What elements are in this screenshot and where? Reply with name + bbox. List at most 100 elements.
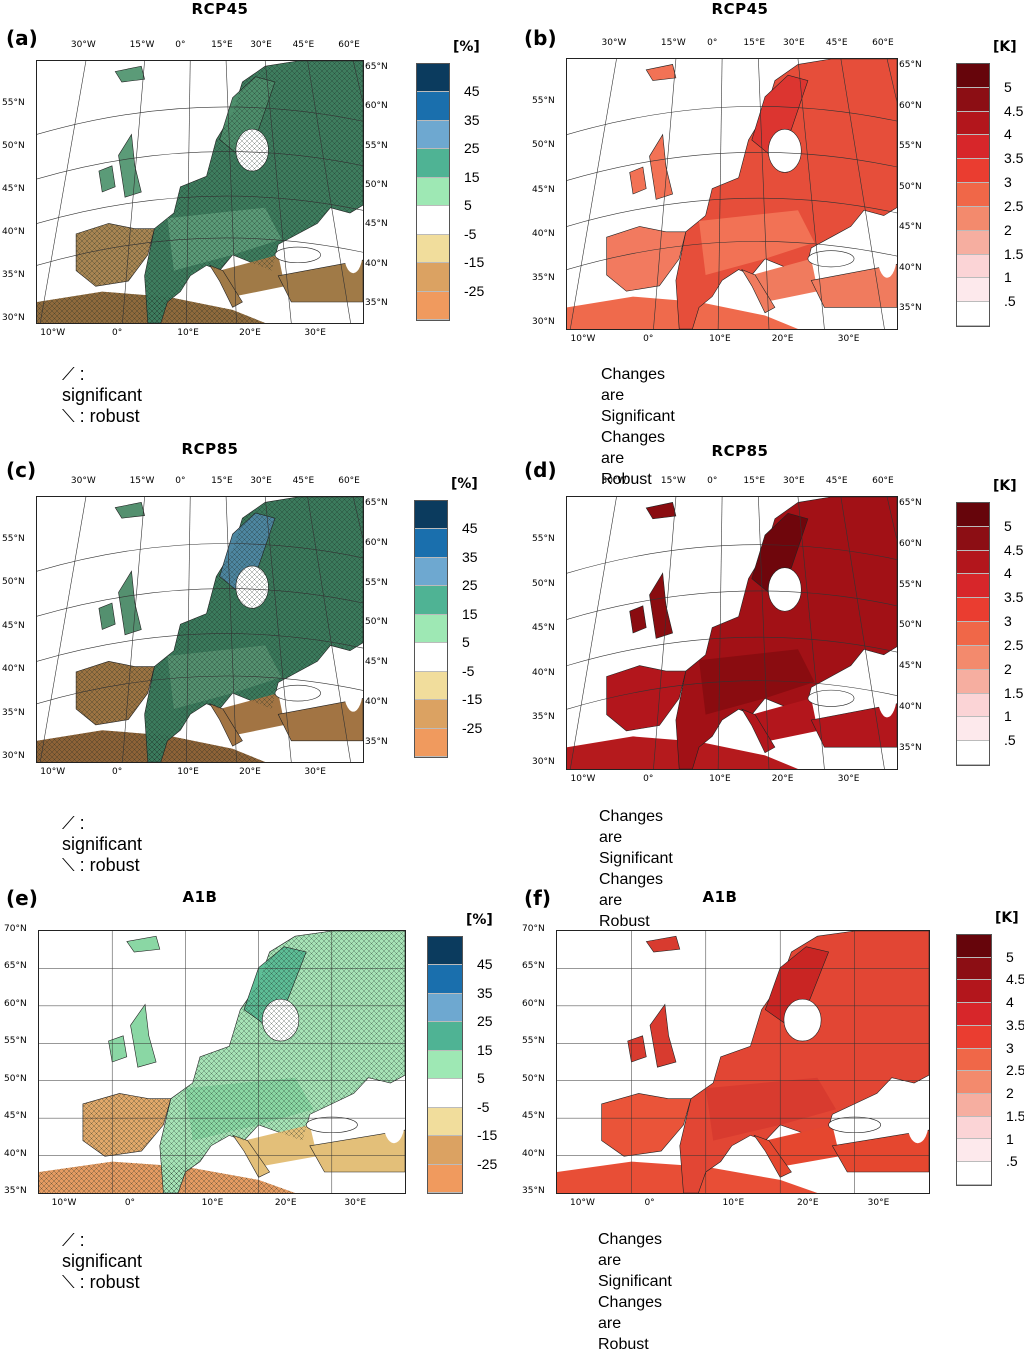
colorbar-tick-label: 1.5 <box>1004 684 1024 701</box>
colorbar-swatch <box>428 965 462 994</box>
map-precip-rcp85 <box>36 496 364 763</box>
axis-tick-label: 35°N <box>899 742 922 753</box>
axis-tick-label: 35°N <box>365 297 388 308</box>
ireland-region <box>98 602 116 630</box>
colorbar-tick-label: 2.5 <box>1004 636 1024 653</box>
axis-tick-label: 40°N <box>532 228 555 239</box>
colorbar-tick-label: 5 <box>462 634 470 651</box>
colorbar-tick-label: 5 <box>464 197 472 214</box>
map-precip-a1b <box>38 930 406 1194</box>
colorbar-tick-label: 35 <box>462 548 478 565</box>
note-significant: Changes are Significant <box>599 808 673 867</box>
axis-tick-label: 60°N <box>365 101 388 112</box>
axis-tick-label: 40°N <box>522 1148 545 1159</box>
colorbar-tick-label: 3 <box>1006 1039 1014 1056</box>
axis-tick-label: 45°N <box>532 184 555 195</box>
parallel-line <box>567 151 897 181</box>
colorbar-tick-label: 5 <box>1004 78 1012 95</box>
axis-tick-label: 15°W <box>129 476 155 486</box>
great-britain-region <box>649 1003 677 1068</box>
axis-tick-label: 0° <box>643 774 654 784</box>
colorbar-tick-label: 1.5 <box>1006 1107 1024 1124</box>
axis-tick-label: 45°N <box>365 219 388 230</box>
iceland-region <box>645 64 677 81</box>
axis-tick-label: 65°N <box>4 961 27 972</box>
caspian-sea <box>877 229 897 278</box>
axis-tick-label: 30°E <box>783 476 805 486</box>
axis-tick-label: 15°E <box>211 476 233 486</box>
axis-tick-label: 55°N <box>532 96 555 106</box>
axis-tick-label: 45°N <box>2 620 25 631</box>
parallel-line <box>37 675 363 704</box>
axis-tick-label: 10°E <box>177 328 199 338</box>
panel-label: (f) <box>524 886 551 910</box>
axis-tick-label: 10°W <box>51 1198 77 1208</box>
axis-tick-label: 30°E <box>783 38 805 48</box>
central-europe-region <box>699 210 815 275</box>
colorbar-swatch <box>428 1136 462 1165</box>
colorbar-swatch <box>957 503 989 527</box>
notes: Changes are Significant Changes are Robu… <box>601 364 675 490</box>
colorbar-tick-label: 1.5 <box>1004 245 1024 262</box>
axis-tick-label: 65°N <box>522 961 545 972</box>
colorbar-tick-label: 4.5 <box>1006 971 1024 988</box>
colorbar-tick-label: 4.5 <box>1004 102 1024 119</box>
note-robust: Changes are Robust <box>599 871 664 930</box>
map-precip-rcp45 <box>36 60 364 324</box>
axis-tick-label: 50°N <box>4 1073 27 1084</box>
colorbar-swatch <box>957 111 989 136</box>
axis-tick-label: 50°N <box>365 617 388 628</box>
axis-tick-label: 15°E <box>743 38 766 48</box>
meridian-line <box>797 497 825 769</box>
axis-tick-label: 10°E <box>709 774 731 784</box>
axis-tick-label: 70°N <box>4 924 27 934</box>
axis-tick-label: 10°W <box>570 774 596 784</box>
axis-tick-label: 10°W <box>40 328 66 338</box>
colorbar-unit: [K] <box>993 478 1017 494</box>
axis-tick-label: 20°E <box>771 334 794 344</box>
axis-tick-label: 35°N <box>365 736 388 747</box>
axis-tick-label: 60°E <box>872 38 894 48</box>
meridian-line <box>186 497 191 762</box>
colorbar-tick-label: 2.5 <box>1004 197 1024 214</box>
great-britain-region <box>649 572 673 639</box>
axis-tick-label: 0° <box>175 476 186 486</box>
axis-tick-label: 30°E <box>250 40 272 50</box>
balkans-region <box>765 1124 840 1167</box>
significance-hatching <box>39 1161 296 1193</box>
colorbar-swatch <box>428 1022 462 1051</box>
colorbar-swatches <box>414 500 448 758</box>
colorbar-swatch <box>415 586 447 615</box>
parallel-line <box>567 106 897 135</box>
balkans-region <box>751 698 818 742</box>
colorbar-tick-label: 25 <box>464 140 480 157</box>
axis-tick-label: 10°E <box>177 767 199 777</box>
colorbar-tick-label: 5 <box>1006 948 1014 965</box>
legend-significant: ⟋ : significant <box>62 1230 143 1271</box>
colorbar-swatches <box>956 502 990 766</box>
axis-tick-label: 45°N <box>899 222 922 232</box>
axis-tick-label: 60°N <box>899 538 922 549</box>
panel-title: A1B <box>182 888 218 906</box>
colorbar-swatch <box>957 1003 991 1026</box>
colorbar-swatches <box>427 936 463 1194</box>
great-britain-region <box>130 1003 157 1068</box>
axis-tick-label: 45°N <box>532 623 555 634</box>
axis-tick-label: 35°N <box>2 707 25 718</box>
colorbar-tick-label: .5 <box>1004 732 1016 749</box>
axis-tick-label: 30°E <box>867 1198 890 1208</box>
colorbar-tick-label: 1 <box>1004 269 1012 286</box>
axis-tick-label: 50°N <box>532 140 555 151</box>
axis-tick-label: 35°N <box>522 1186 545 1196</box>
colorbar-swatch <box>417 149 449 178</box>
parallel-line <box>567 544 897 574</box>
axis-tick-label: 0° <box>707 38 718 48</box>
great-britain-region <box>118 570 142 636</box>
significance-hatching <box>144 61 363 323</box>
axis-tick-label: 10°W <box>570 1198 595 1208</box>
colorbar-tick-label: .5 <box>1006 1153 1018 1170</box>
baltic-sea <box>768 567 802 612</box>
axis-tick-label: 35°N <box>899 303 922 313</box>
colorbar-swatch <box>957 669 989 694</box>
meridian-line <box>186 61 191 323</box>
